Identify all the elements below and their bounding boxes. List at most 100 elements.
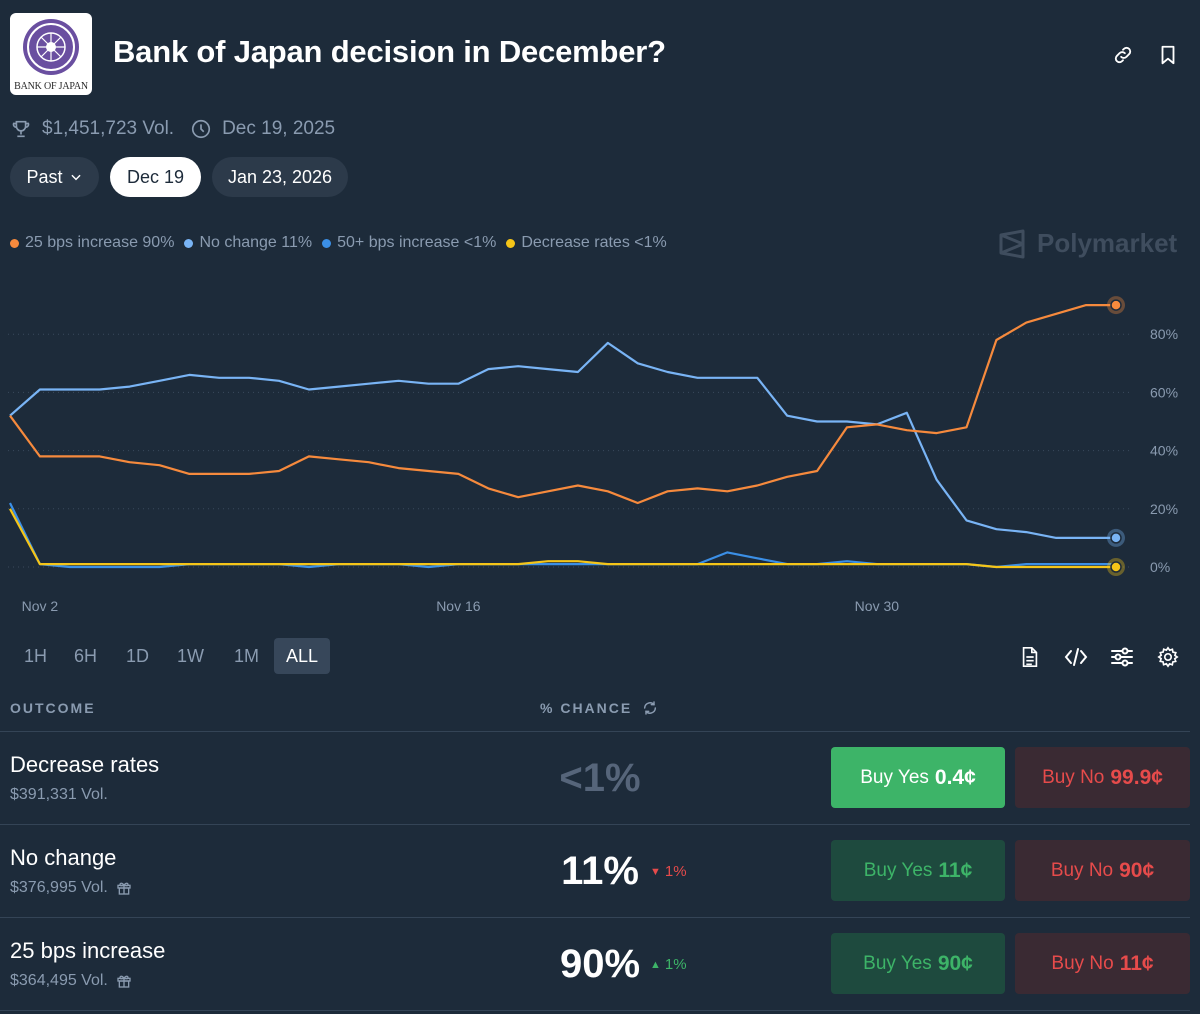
legend-no-change: No change 11%: [184, 234, 312, 252]
tab-dec-19-label: Dec 19: [126, 166, 185, 187]
buy-no-button[interactable]: Buy No 99.9¢: [1015, 747, 1190, 808]
logo-wordmark: BANK OF JAPAN: [14, 81, 88, 92]
outcome-chance: 90%: [559, 942, 641, 986]
buy-no-button[interactable]: Buy No 90¢: [1015, 840, 1190, 901]
outcome-row-decrease-rates[interactable]: Decrease rates $391,331 Vol. <1% Buy Yes…: [0, 732, 1200, 824]
outcome-name: Decrease rates: [10, 752, 160, 777]
series-line-no-change[interactable]: [9, 341, 1116, 539]
x-tick-label: Nov 16: [436, 598, 481, 614]
gift-icon[interactable]: [116, 880, 132, 896]
legend-dot: [10, 238, 19, 248]
buy-no-label: Buy No: [1051, 952, 1114, 974]
price-chart[interactable]: 0% 20% 40% 60% 80% Nov 2 Nov 16 Nov 30: [0, 280, 1200, 620]
series-endpoint: [1110, 299, 1122, 311]
col-header-chance: % CHANCE: [540, 700, 658, 716]
range-6h[interactable]: 6H: [74, 645, 98, 666]
legend-label: Decrease rates <1%: [521, 234, 667, 251]
past-dropdown-label: Past: [26, 166, 63, 187]
buy-yes-price: 90¢: [937, 951, 973, 975]
legend-decrease-rates: Decrease rates <1%: [506, 234, 667, 252]
divider: [0, 1010, 1190, 1011]
refresh-icon[interactable]: [642, 700, 658, 716]
series-line-50-bps-increase[interactable]: [9, 502, 1116, 569]
outcome-volume-text: $364,495 Vol.: [10, 972, 108, 989]
polymarket-logo-icon: [999, 229, 1025, 258]
outcome-volume: $364,495 Vol.: [10, 972, 132, 990]
chance-change-up: ▲ 1%: [650, 956, 687, 973]
series-line-25-bps-increase[interactable]: [9, 304, 1116, 505]
chance-change-value: 1%: [664, 956, 687, 973]
tab-jan-23-2026[interactable]: Jan 23, 2026: [212, 157, 348, 197]
outcome-volume: $376,995 Vol.: [10, 879, 132, 897]
legend-label: No change 11%: [199, 234, 313, 251]
series-line-decrease-rates[interactable]: [9, 508, 1116, 569]
series-endpoint: [1110, 532, 1122, 544]
market-volume: $1,451,723 Vol.: [42, 118, 175, 139]
market-meta: $1,451,723 Vol. Dec 19, 2025: [10, 116, 351, 142]
buy-no-price: 99.9¢: [1110, 765, 1163, 789]
buy-no-button[interactable]: Buy No 11¢: [1015, 933, 1190, 994]
y-tick-label: 0%: [1150, 559, 1170, 575]
legend-dot: [184, 238, 194, 248]
page-title: Bank of Japan decision in December?: [113, 34, 666, 69]
range-1m[interactable]: 1M: [234, 645, 260, 666]
outcome-volume: $391,331 Vol.: [10, 786, 108, 804]
legend-25-bps-increase: 25 bps increase 90%: [10, 234, 174, 252]
buy-yes-label: Buy Yes: [860, 766, 929, 788]
x-tick-label: Nov 30: [855, 598, 900, 614]
outcome-chance: <1%: [559, 756, 641, 800]
buy-yes-button[interactable]: Buy Yes 90¢: [831, 933, 1005, 994]
x-tick-label: Nov 2: [22, 598, 59, 614]
buy-no-price: 11¢: [1119, 951, 1154, 975]
buy-no-label: Buy No: [1050, 859, 1114, 881]
settings-icon[interactable]: [1156, 645, 1180, 669]
gift-icon[interactable]: [116, 973, 132, 989]
code-icon[interactable]: [1064, 645, 1088, 669]
range-all[interactable]: ALL: [274, 638, 331, 674]
y-tick-label: 80%: [1150, 326, 1178, 342]
col-header-chance-label: % CHANCE: [540, 700, 633, 716]
legend-label: 25 bps increase 90%: [25, 234, 175, 251]
chart-legend: 25 bps increase 90% No change 11% 50+ bp…: [10, 234, 677, 252]
outcome-volume-text: $391,331 Vol.: [10, 786, 108, 803]
caret-down-icon: ▼: [650, 865, 661, 878]
polymarket-wordmark: Polymarket: [1037, 228, 1178, 258]
range-1d[interactable]: 1D: [126, 645, 150, 666]
document-icon[interactable]: [1018, 645, 1042, 669]
market-end-date: Dec 19, 2025: [222, 118, 336, 139]
chance-change-down: ▼ 1%: [650, 863, 687, 880]
past-dropdown[interactable]: Past: [10, 157, 99, 197]
tab-jan-23-label: Jan 23, 2026: [227, 166, 333, 187]
outcome-volume-text: $376,995 Vol.: [10, 879, 108, 896]
divider: [0, 824, 1190, 825]
outcome-name: No change: [10, 845, 117, 870]
range-1h[interactable]: 1H: [24, 645, 48, 666]
y-tick-label: 60%: [1150, 384, 1178, 400]
buy-yes-price: 11¢: [938, 858, 973, 882]
legend-50-bps-increase: 50+ bps increase <1%: [322, 234, 496, 252]
link-icon[interactable]: [1110, 42, 1136, 68]
divider: [0, 917, 1190, 918]
outcome-row-no-change[interactable]: No change $376,995 Vol. 11% ▼ 1% Buy Yes…: [0, 825, 1200, 917]
range-1w[interactable]: 1W: [177, 645, 204, 666]
buy-yes-button[interactable]: Buy Yes 0.4¢: [831, 747, 1005, 808]
buy-yes-price: 0.4¢: [934, 765, 976, 789]
sliders-icon[interactable]: [1110, 645, 1134, 669]
legend-label: 50+ bps increase <1%: [337, 234, 497, 251]
buy-yes-label: Buy Yes: [863, 952, 932, 974]
divider: [0, 731, 1190, 732]
y-tick-label: 40%: [1150, 443, 1178, 459]
legend-dot: [322, 238, 332, 248]
bookmark-icon[interactable]: [1155, 42, 1181, 68]
buy-no-label: Buy No: [1042, 766, 1105, 788]
outcome-row-25-bps-increase[interactable]: 25 bps increase $364,495 Vol. 90% ▲ 1% B…: [0, 918, 1200, 1010]
outcome-name: 25 bps increase: [10, 938, 166, 963]
tab-dec-19[interactable]: Dec 19: [110, 157, 201, 197]
series-endpoint: [1110, 561, 1122, 573]
caret-up-icon: ▲: [650, 958, 661, 971]
legend-dot: [506, 238, 516, 248]
clock-icon: [190, 118, 212, 140]
polymarket-watermark: Polymarket: [997, 228, 1177, 259]
trophy-icon: [10, 118, 32, 140]
buy-yes-button[interactable]: Buy Yes 11¢: [831, 840, 1005, 901]
